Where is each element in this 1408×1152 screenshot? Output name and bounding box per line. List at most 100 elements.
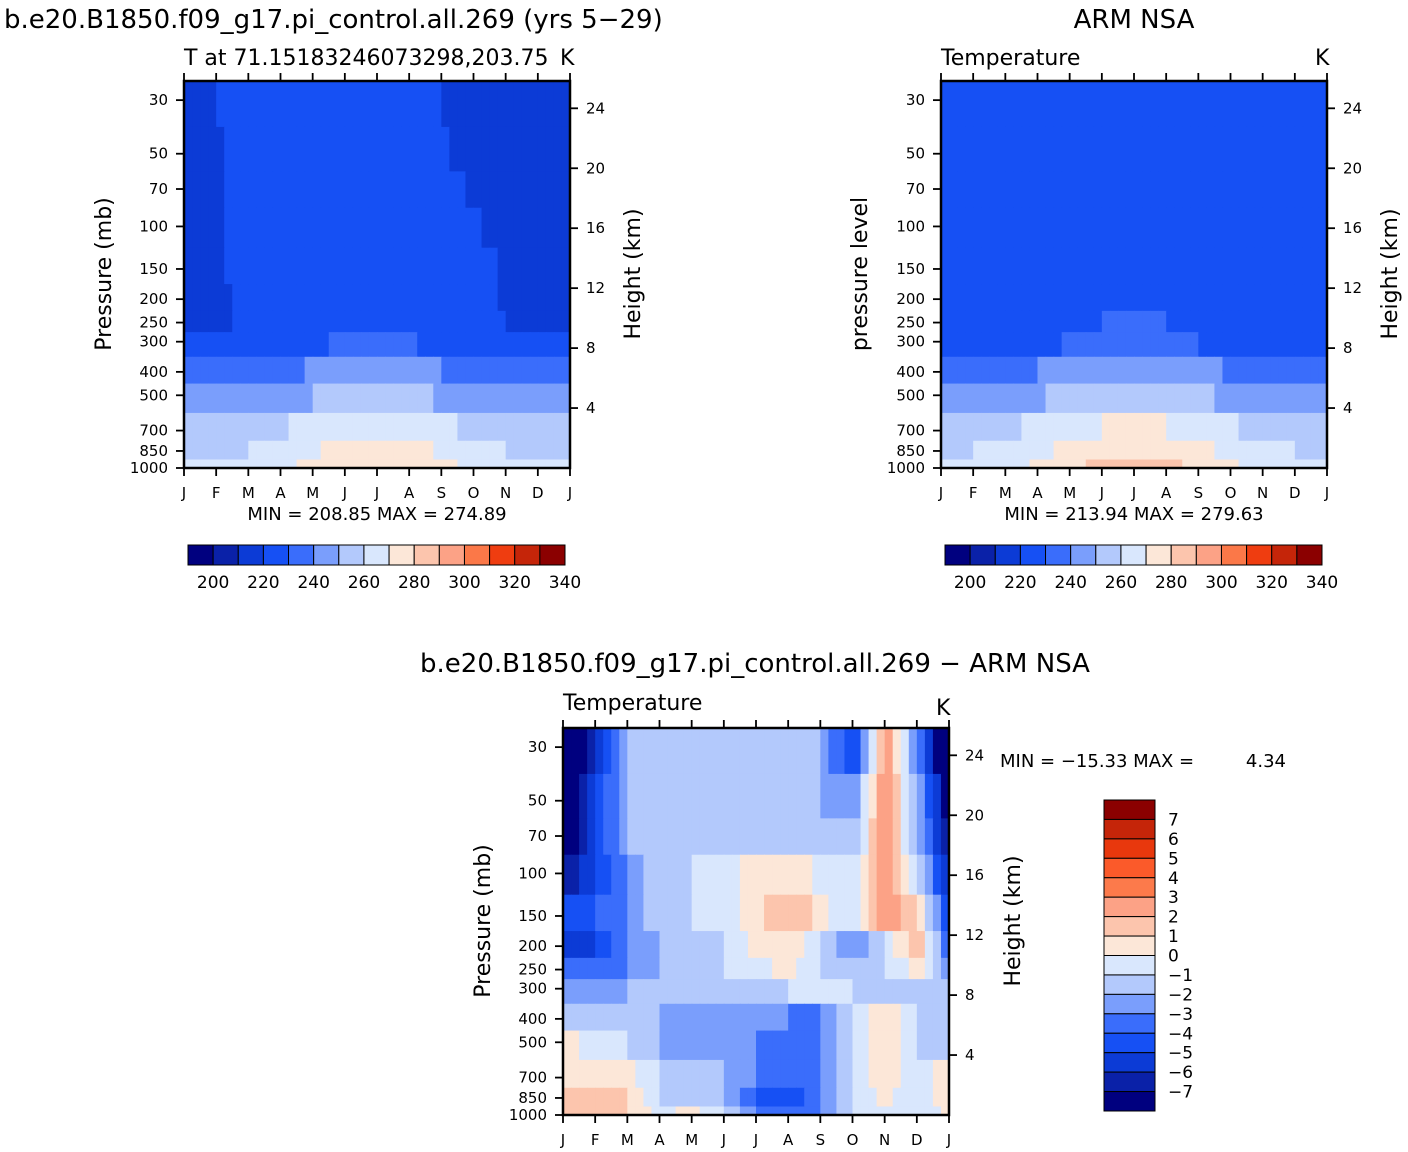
diff-contour-cell [764,818,773,856]
obs-contour-cell [1085,440,1095,461]
model-contour-cell [312,284,322,312]
obs-contour-cell [1125,356,1135,385]
obs-contour-cell [1278,332,1288,358]
obs-contour-cell [1013,207,1023,249]
diff-p-tick-label: 200 [518,937,547,955]
obs-colorbar-box [1120,544,1147,566]
model-contour-cell [425,310,434,333]
model-contour-cell [545,440,555,461]
model-contour-cell [368,310,378,333]
diff-contour-cell [707,1087,717,1108]
obs-contour-cell [1270,284,1280,312]
obs-contour-cell [1109,171,1119,209]
diff-z-tick-label: 4 [965,1046,975,1064]
obs-p-tick-label: 150 [896,260,925,278]
model-contour-cell [272,356,282,385]
diff-contour-cell [715,773,725,819]
model-contour-cell [360,284,370,312]
obs-contour-cell [1045,171,1055,209]
model-x-tick-label: J [567,484,572,502]
diff-contour-cell [683,728,693,775]
diff-contour-cell [780,957,789,980]
obs-contour-cell [1286,332,1296,358]
model-contour-cell [304,247,314,285]
model-z-tick-label: 4 [586,399,596,417]
diff-x-tick-label: J [753,1131,758,1149]
diff-contour-cell [884,979,894,1005]
obs-contour-cell [1254,459,1264,468]
model-contour-cell [328,126,338,172]
model-contour-cell [304,207,314,249]
diff-colorbar-label: 5 [1168,849,1179,869]
obs-x-tick-label: J [1324,484,1329,502]
obs-contour-cell [1214,459,1224,468]
obs-contour-cell [1222,171,1232,209]
obs-contour-cell [981,332,990,358]
model-contour-cell [489,332,499,358]
model-contour-cell [328,383,338,414]
model-contour-cell [473,126,483,172]
obs-contour-cell [1069,459,1079,468]
diff-contour-cell [579,1003,588,1032]
model-contour-cell [192,247,201,285]
obs-contour-cell [1302,247,1312,285]
diff-contour-cell [780,1106,789,1115]
diff-contour-cell [804,773,813,819]
obs-contour-cell [1037,440,1047,461]
obs-contour-cell [1045,247,1055,285]
obs-contour-cell [1150,171,1159,209]
model-contour-cell [208,247,217,285]
obs-contour-cell [965,247,974,285]
diff-contour-cell [691,957,701,980]
obs-contour-cell [1061,207,1071,249]
obs-contour-cell [1085,412,1095,442]
model-contour-cell [385,412,394,442]
obs-contour-cell [1214,440,1224,461]
model-contour-cell [505,310,515,333]
model-contour-cell [449,171,459,209]
model-colorbar-label: 300 [448,573,480,593]
obs-plot-title: Temperature [940,46,1080,71]
diff-contour-cells [563,728,949,1115]
model-x-tick-label: M [242,484,255,502]
diff-contour-cell [852,979,862,1005]
obs-contour-cell [1310,126,1320,172]
diff-contour-cell [587,957,596,980]
obs-contour-cell [1230,356,1240,385]
model-contour-cell [216,459,225,468]
model-contour-cell [368,440,378,461]
model-contour-cell [433,171,442,209]
obs-contour-cell [989,247,998,285]
diff-contour-cell [908,818,918,856]
model-contour-cell [417,356,426,385]
obs-p-tick-label: 200 [896,290,925,308]
diff-contour-cell [892,1106,902,1115]
model-contour-cell [192,412,201,442]
obs-contour-cell [1101,310,1111,333]
model-contour-cell [441,440,450,461]
model-contour-cell [513,332,523,358]
diff-contour-cell [691,1087,701,1108]
diff-contour-cell [916,979,926,1005]
diff-contour-cell [603,1059,612,1089]
diff-contour-cell [892,773,902,819]
model-contour-cell [537,247,547,285]
obs-contour-cell [1134,459,1143,468]
diff-contour-cell [747,773,757,819]
model-contour-cell [561,247,570,285]
diff-contour-cell [675,1106,685,1115]
obs-contour-cell [1101,81,1111,128]
diff-contour-cell [739,1059,749,1089]
model-contour-cell [513,126,523,172]
obs-contour-cell [1101,207,1111,249]
model-contour-cell [336,459,346,468]
model-contour-cell [296,284,306,312]
model-contour-cell [192,332,201,358]
obs-contour-cell [1230,459,1240,468]
diff-contour-cell [820,818,829,856]
diff-contour-cell [772,818,781,856]
obs-contour-cell [1125,383,1135,414]
diff-contour-cell [876,773,886,819]
model-contour-cell [561,126,570,172]
diff-contour-cell [780,854,789,896]
